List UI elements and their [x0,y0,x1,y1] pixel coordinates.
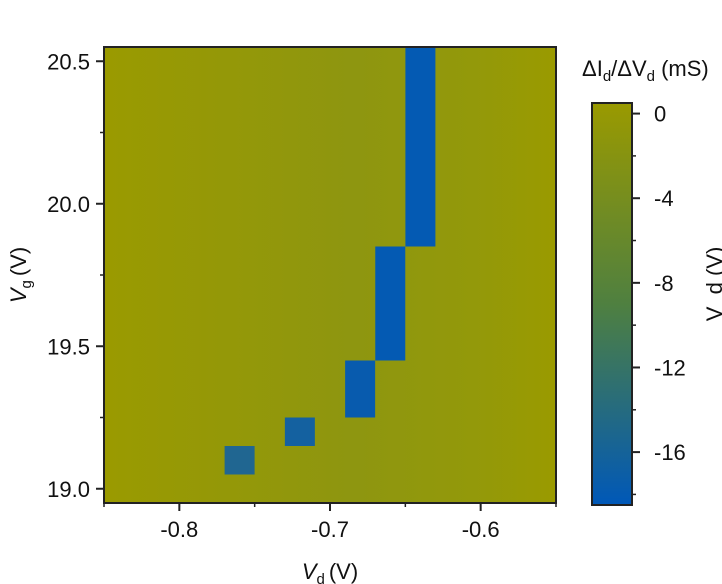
x-tick-label: -0.7 [311,517,349,542]
colorbar-gradient [591,102,633,506]
x-axis: -0.8 -0.7 -0.6 [103,502,557,542]
x-tick-label: -0.8 [160,517,198,542]
heatmap-background [104,47,556,503]
y-tick-label: 19.0 [47,477,90,502]
heatmap-cells [224,47,436,475]
right-edge-text: V_d (V) [702,247,722,322]
heatmap-cell [345,360,376,418]
x-axis-label-unit: (V) [329,559,358,584]
colorbar-tick-label: -16 [654,440,686,465]
colorbar-tick-label: 0 [654,102,666,127]
x-axis-label-var: V [302,559,319,584]
heatmap-cell [284,417,315,446]
right-edge-label: V_d (V) [702,247,722,322]
colorbar-label: ΔId/ΔVd (mS) [582,56,709,85]
y-axis-label: Vg (V) [6,247,35,303]
y-tick-label: 20.0 [47,192,90,217]
heatmap-cell [224,446,255,475]
y-axis-label-sub: g [18,280,35,288]
y-tick-label: 19.5 [47,334,90,359]
colorbar: ΔId/ΔVd (mS) 0 -4 -8 -12 -16 [582,56,709,506]
heatmap-cell [405,47,436,247]
x-axis-label: Vd (V) [302,559,358,584]
colorbar-tick-label: -12 [654,355,686,380]
colorbar-tick-label: -8 [654,271,674,296]
y-axis: 19.0 19.5 20.0 20.5 [47,49,104,502]
svg-text:Vd(V): Vd (V) [302,559,358,584]
x-tick-label: -0.6 [462,517,500,542]
plot-area [103,46,557,504]
x-axis-label-sub: d [317,571,325,584]
colorbar-tick-label: -4 [654,186,674,211]
y-axis-label-unit: (V) [6,247,31,276]
y-tick-label: 20.5 [47,49,90,74]
colorbar-ticks: 0 -4 -8 -12 -16 [632,102,686,496]
y-axis-label-var: V [6,286,31,303]
heatmap-cell [375,246,406,361]
svg-text:Vg(V): Vg (V) [6,247,35,303]
